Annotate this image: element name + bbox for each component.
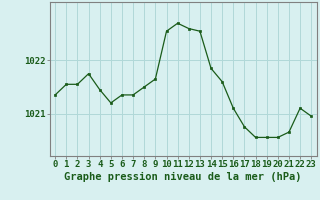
X-axis label: Graphe pression niveau de la mer (hPa): Graphe pression niveau de la mer (hPa) (64, 172, 302, 182)
